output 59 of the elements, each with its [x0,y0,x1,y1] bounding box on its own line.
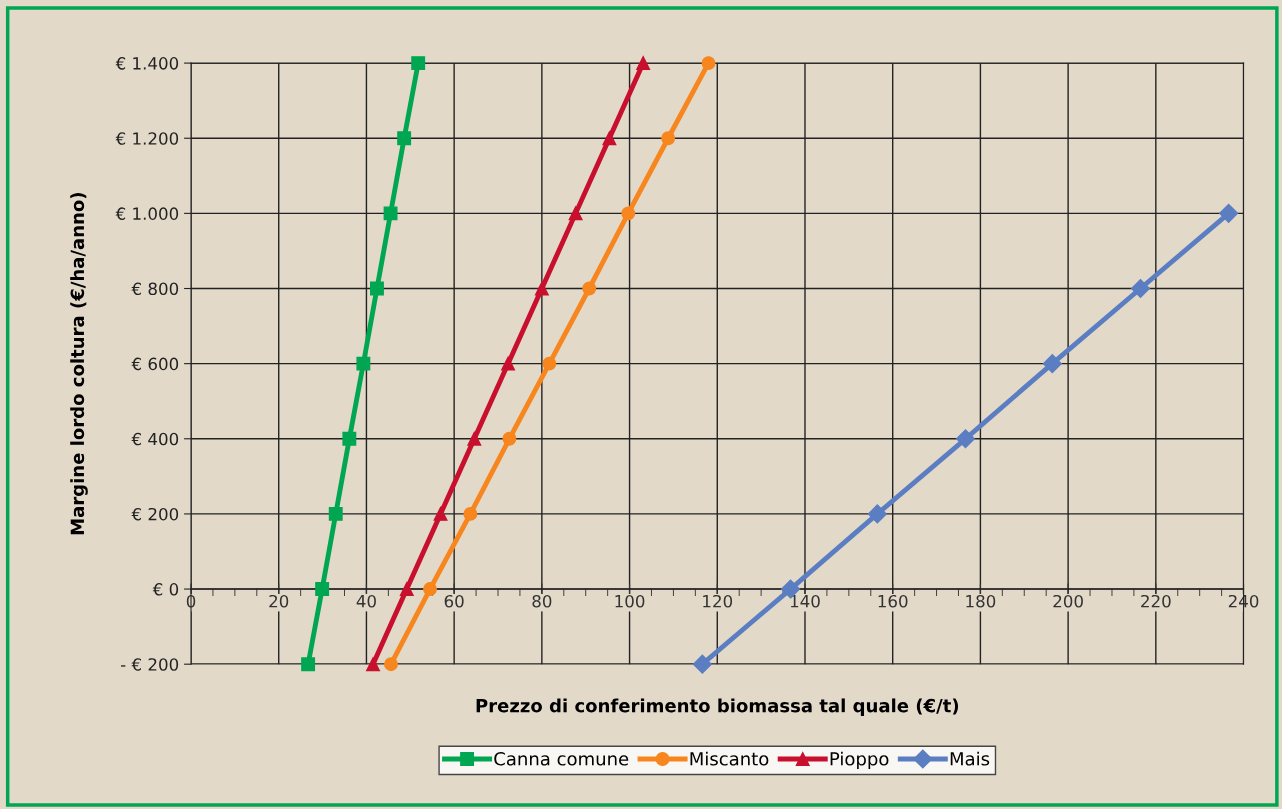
point [366,657,380,672]
point [1042,354,1062,374]
y-tick-label: € 1.000 [115,207,179,220]
point [534,281,549,296]
point [423,582,437,596]
x-tick-label: 60 [444,594,464,608]
point [1130,278,1151,299]
point [502,431,517,446]
point [315,582,330,596]
point [384,657,398,672]
point [411,56,426,71]
x-tick-label: 120 [703,594,733,608]
point [542,356,557,371]
x-tick-label: 80 [532,594,552,608]
point [701,56,716,71]
point [463,506,478,521]
point [501,356,516,371]
x-tick-label: 160 [878,594,908,608]
point [383,206,398,221]
point [397,131,412,146]
legend-label: Pioppo [830,751,889,770]
y-tick-label: - € 200 [121,658,179,671]
x-tick-label: 40 [356,594,376,608]
point [621,206,636,221]
y-tick-label: € 1.200 [115,132,179,145]
x-tick-label: 220 [1141,594,1171,608]
x-tick-label: 140 [790,594,820,608]
point [867,504,887,524]
legend-label: Canna comune [494,751,629,766]
point [661,131,676,146]
x-tick-label: 200 [1053,594,1083,608]
legend-label: Miscanto [690,751,769,766]
point [602,131,617,146]
point [582,281,597,296]
point [433,506,448,521]
y-tick-label: € 1.400 [115,57,179,70]
y-tick-label: € 0 [152,583,179,596]
y-tick-label: € 400 [131,432,179,446]
point [1219,203,1239,223]
point [399,582,414,596]
point [370,281,384,296]
point [955,429,976,449]
y-tick-label: € 800 [131,282,179,296]
x-tick-label: 100 [615,594,645,608]
point [692,654,712,674]
x-tick-label: 180 [966,594,996,608]
point [467,431,482,446]
point [568,206,583,221]
point [301,657,316,672]
y-axis-title: Margine lordo coltura (€/ha/anno) [70,192,88,535]
x-tick-label: 20 [269,594,289,608]
point [328,506,343,521]
x-axis-title: Prezzo di conferimento biomassa tal quale (€/t) [476,698,959,716]
point [636,56,651,71]
point [356,356,371,371]
legend-label: Mais [950,751,990,766]
y-tick-label: € 200 [131,507,179,521]
point [342,431,357,446]
y-tick-label: € 600 [131,357,179,371]
